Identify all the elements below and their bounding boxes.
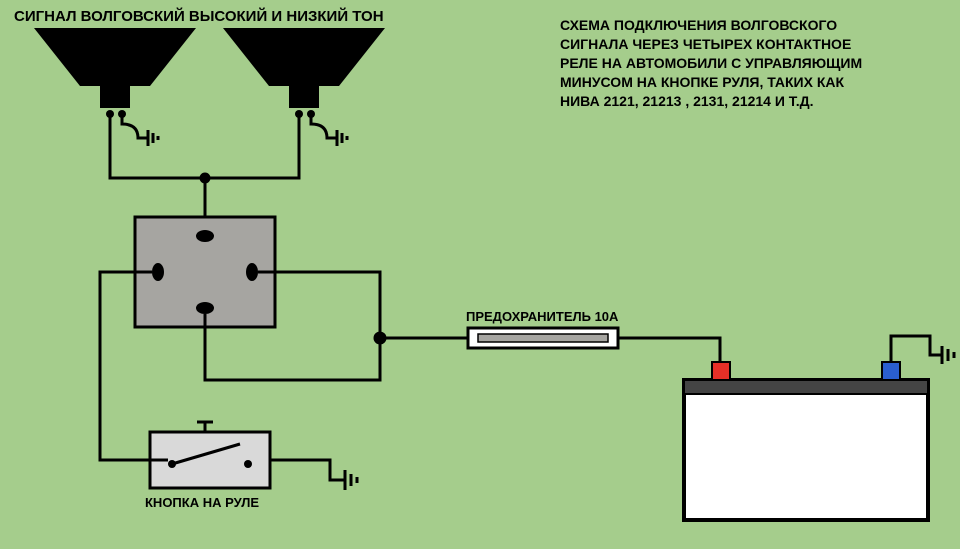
horn-right xyxy=(223,28,385,118)
ground-horn-right xyxy=(311,114,347,146)
battery xyxy=(684,362,928,520)
wiring-diagram xyxy=(0,0,960,549)
steering-button xyxy=(150,422,270,488)
wire-button-to-ground xyxy=(270,460,357,490)
relay-4pin xyxy=(135,217,275,327)
wire-fuse-to-battery xyxy=(618,338,720,362)
wire-battery-neg-ground xyxy=(891,336,954,364)
fuse-10a xyxy=(468,328,618,348)
horn-left xyxy=(34,28,196,118)
ground-horn-left xyxy=(122,114,158,146)
